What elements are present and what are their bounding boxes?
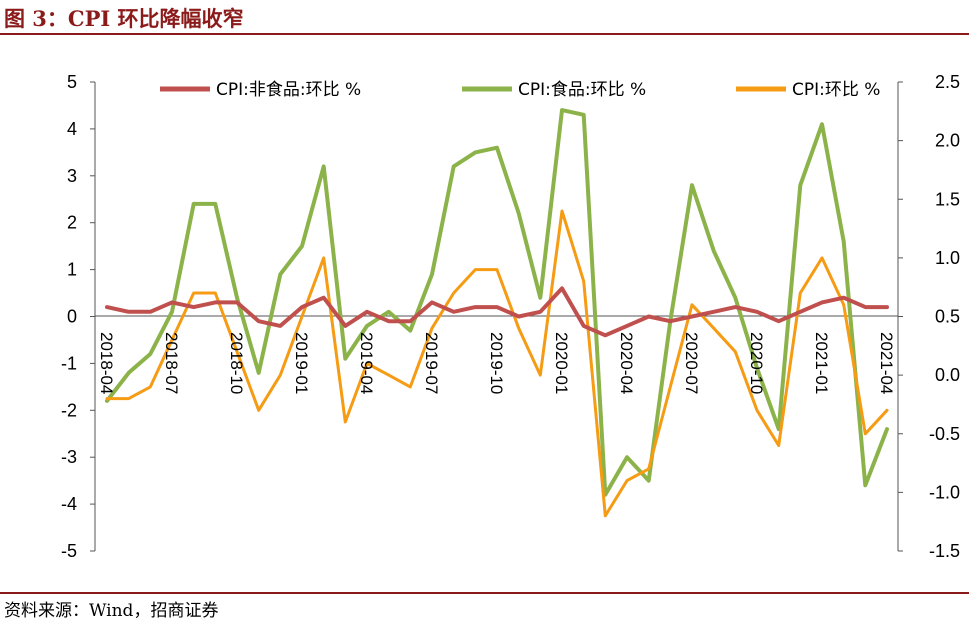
x-tick-label: 2019-04	[357, 332, 376, 394]
x-tick-label: 2018-10	[227, 332, 246, 394]
left-tick-label: 5	[67, 72, 77, 92]
series-layer	[105, 108, 889, 518]
series-line-1	[105, 108, 889, 497]
x-tick-label: 2021-04	[877, 332, 896, 394]
right-tick-label: 2.5	[935, 72, 960, 92]
x-tick-label: 2018-04	[97, 332, 116, 394]
right-tick-label: -0.5	[929, 424, 960, 444]
right-tick-label: 2.0	[935, 131, 960, 151]
x-tick-label: 2019-01	[292, 332, 311, 394]
right-tick-label: -1.0	[929, 482, 960, 502]
series-line-2	[105, 209, 889, 518]
x-tick-label: 2021-01	[812, 332, 831, 394]
source-rule	[0, 592, 969, 594]
series-line-0	[105, 286, 889, 338]
right-tick-label: 0.0	[935, 365, 960, 385]
left-tick-label: 1	[67, 260, 77, 280]
source-note: 资料来源：Wind，招商证券	[4, 601, 219, 621]
left-tick-label: -4	[61, 494, 77, 514]
x-tick-label: 2018-07	[162, 332, 181, 394]
left-tick-label: -3	[61, 447, 77, 467]
title-rule	[0, 33, 969, 35]
right-tick-label: 0.5	[935, 307, 960, 327]
x-tick-label: 2020-04	[617, 332, 636, 394]
left-tick-label: 4	[67, 119, 77, 139]
left-tick-label: -1	[61, 353, 77, 373]
legend-label-0: CPI:非食品:环比 %	[216, 80, 361, 100]
x-tick-label: 2019-10	[487, 332, 506, 394]
chart-legend: CPI:非食品:环比 % CPI:食品:环比 % CPI:环比 %	[160, 80, 880, 100]
chart-axes: 5 4 3 2 1 0 -1 -2 -3 -4 -5 2.5 2.0 1.5 1.0 0.5 0.0 -0.5 -1…	[61, 72, 960, 561]
left-tick-label: -2	[61, 400, 77, 420]
left-tick-label: 3	[67, 166, 77, 186]
cpi-chart: 5 4 3 2 1 0 -1 -2 -3 -4 -5 2.5 2.0 1.5 1.0 0.5 0.0 -0.5 -1…	[61, 72, 960, 561]
left-tick-label: 2	[67, 213, 77, 233]
x-tick-label: 2019-07	[422, 332, 441, 394]
x-tick-label: 2020-10	[747, 332, 766, 394]
x-tick-label: 2020-01	[552, 332, 571, 394]
x-tick-labels: 2018-04 2018-07 2018-10 2019-01 2019-04 2019-…	[97, 332, 896, 394]
right-tick-label: 1.0	[935, 248, 960, 268]
right-tick-label: 1.5	[935, 189, 960, 209]
x-tick-label: 2020-07	[682, 332, 701, 394]
legend-label-2: CPI:环比 %	[792, 80, 880, 100]
right-tick-label: -1.5	[929, 541, 960, 561]
legend-label-1: CPI:食品:环比 %	[518, 80, 646, 100]
left-tick-label: 0	[67, 307, 77, 327]
left-tick-label: -5	[61, 541, 77, 561]
page-title: 图 3：CPI 环比降幅收窄	[4, 6, 244, 31]
